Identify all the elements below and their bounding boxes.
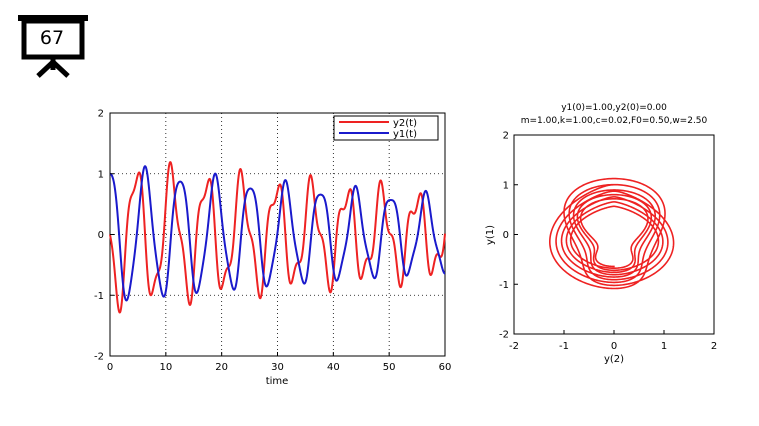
grid [110,113,445,356]
series-lines [109,161,446,314]
legend-label-y1: y1(t) [393,129,417,140]
phase-curve [548,177,675,290]
phase-y-tick-label-2: 2 [503,131,509,142]
phase-y-tick-label-1: 1 [503,180,509,191]
y-tick-label-0: 0 [98,230,104,241]
y-tick-label--2: -2 [94,352,104,363]
phase-title: y1(0)=1.00,y2(0)=0.00 [561,103,667,113]
x-tick-label-50: 50 [383,362,396,373]
legend-box [333,115,439,141]
x-tick-label-40: 40 [327,362,340,373]
phase-y-tick-label--1: -1 [499,280,509,291]
phase-plot-frame [513,134,715,335]
phase-x-axis-label: y(2) [604,354,624,365]
phase-x-tick-label--1: -1 [559,341,569,352]
legend: y2(t) y1(t) [333,115,439,141]
phase-y-axis-label: y(1) [485,225,496,245]
x-tick-label-0: 0 [107,362,113,373]
phase-axis-ticks: -2 -1 0 1 2 2 1 0 -1 -2 [499,131,717,353]
phase-subtitle: m=1.00,k=1.00,c=0.02,F0=0.50,w=2.50 [521,116,708,126]
phase-x-tick-label--2: -2 [509,341,519,352]
phase-x-tick-label-1: 1 [661,341,667,352]
slide-number: 67 [39,27,65,49]
x-tick-label-30: 30 [271,362,284,373]
x-tick-label-10: 10 [159,362,172,373]
phase-y-tick-label-0: 0 [503,230,509,241]
y-tick-label-2: 2 [98,109,104,120]
phase-y-tick-label--2: -2 [499,330,509,341]
phase-x-tick-label-0: 0 [611,341,617,352]
series-line-y1 [109,165,446,302]
legend-label-y2: y2(t) [393,118,417,129]
x-tick-label-60: 60 [439,362,452,373]
presentation-board-icon [18,15,88,78]
phase-x-tick-label-2: 2 [711,341,717,352]
y-tick-label-1: 1 [98,169,104,180]
phase-portrait-chart: y1(0)=1.00,y2(0)=0.00 m=1.00,k=1.00,c=0.… [485,103,717,365]
x-axis-label: time [266,376,289,387]
x-tick-label-20: 20 [215,362,228,373]
series-line-y2 [109,161,446,314]
phase-trajectory [548,177,675,290]
y-tick-label--1: -1 [94,291,104,302]
